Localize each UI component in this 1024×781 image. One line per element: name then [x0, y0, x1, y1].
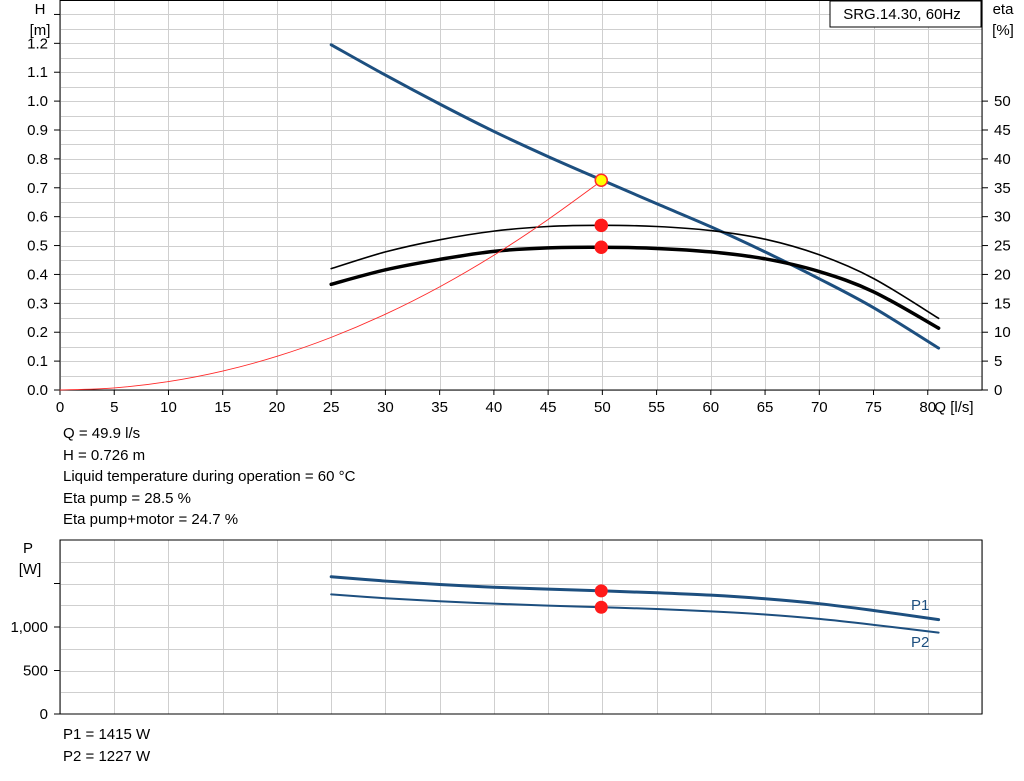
flow-readout: Q = 49.9 l/s [63, 425, 141, 442]
h-tick-label: 1.2 [27, 35, 48, 52]
p-axis-label: P [23, 540, 33, 557]
x-tick-label: 65 [757, 399, 774, 416]
system-curve [59, 179, 603, 391]
x-tick-label: 55 [648, 399, 665, 416]
p2-marker [594, 600, 608, 614]
eta-tick-label: 5 [994, 353, 1002, 370]
eta-pump-marker [594, 218, 609, 233]
h-tick-label: 0.2 [27, 324, 48, 341]
eta-tick-label: 25 [994, 238, 1011, 255]
h-axis-unit: [m] [30, 22, 51, 39]
h-tick-label: 0.6 [27, 209, 48, 226]
head-chart-ticks: 0 5 10 15 20 25 30 35 40 45 50 55 60 65 70 75 800.00.10.… [27, 13, 1011, 416]
q-axis-label: Q [l/s] [934, 399, 973, 416]
h-tick-label: 1.0 [27, 93, 48, 110]
legend-box: SRG.14.30, 60Hz [829, 0, 982, 28]
x-tick-label: 30 [377, 399, 394, 416]
x-tick-label: 5 [110, 399, 118, 416]
head-chart-frame [59, 0, 983, 391]
head-chart-series [59, 43, 941, 391]
eta-tick-label: 0 [994, 382, 1002, 399]
power-chart-grid [60, 540, 983, 714]
x-tick-label: 70 [811, 399, 828, 416]
x-tick-label: 0 [56, 399, 64, 416]
eta-tick-label: 35 [994, 180, 1011, 197]
p1-curve [329, 575, 941, 622]
eta-tick-label: 15 [994, 295, 1011, 312]
power-chart-series [329, 575, 941, 634]
h-tick-label: 0.5 [27, 238, 48, 255]
eta-axis-unit: [%] [992, 22, 1014, 39]
operating-point-info: Q = 49.9 l/s H = 0.726 m Liquid temperat… [63, 423, 355, 531]
eta-axis-label: eta [993, 1, 1015, 18]
h-tick-label: 0.8 [27, 151, 48, 168]
h-axis-label: H [35, 1, 46, 18]
eta-tick-label: 10 [994, 324, 1011, 341]
eta-pump-motor-marker [594, 240, 609, 255]
x-tick-label: 20 [269, 399, 286, 416]
eta-pump-curve [330, 224, 940, 320]
power-chart: 0 500 1,000 P [W] P1 P2 [10, 539, 983, 723]
p2-curve [330, 593, 940, 634]
head-chart-grid [60, 0, 983, 391]
p2-series-label: P2 [911, 634, 929, 651]
head-readout: H = 0.726 m [63, 446, 146, 464]
power-chart-markers [594, 584, 608, 614]
p-axis-unit: [W] [19, 561, 42, 578]
head-curve [329, 43, 941, 350]
p2-readout: P2 = 1227 W [63, 747, 151, 765]
h-tick-label: 1.1 [27, 64, 48, 81]
x-tick-label: 40 [486, 399, 503, 416]
h-tick-label: 0.0 [27, 382, 48, 399]
p1-readout: P1 = 1415 W [63, 726, 151, 743]
p-tick-label: 1,000 [10, 619, 48, 636]
eta-pump-motor-curve [329, 245, 941, 330]
head-efficiency-chart: 0 5 10 15 20 25 30 35 40 45 50 55 60 65 70 75 800.00.10.… [27, 0, 1014, 416]
eta-tick-label: 30 [994, 209, 1011, 226]
p-tick-label: 0 [40, 706, 48, 723]
duty-point-marker [594, 173, 609, 188]
h-tick-label: 0.1 [27, 353, 48, 370]
x-tick-label: 15 [214, 399, 231, 416]
power-chart-ticks: 0 500 1,000 [10, 583, 60, 723]
power-info: P1 = 1415 W P2 = 1227 W [63, 724, 150, 767]
x-tick-label: 45 [540, 399, 557, 416]
eta-tick-label: 50 [994, 93, 1011, 110]
h-tick-label: 0.9 [27, 122, 48, 139]
h-tick-label: 0.3 [27, 295, 48, 312]
x-tick-label: 75 [865, 399, 882, 416]
x-tick-label: 50 [594, 399, 611, 416]
h-tick-label: 0.7 [27, 180, 48, 197]
eta-tick-label: 45 [994, 122, 1011, 139]
eta-tick-label: 40 [994, 151, 1011, 168]
legend-box-label: SRG.14.30, 60Hz [843, 6, 961, 23]
eta-pump-readout: Eta pump = 28.5 % [63, 489, 191, 507]
liquid-temperature-readout: Liquid temperature during operation = 60… [63, 468, 356, 485]
head-chart-markers [594, 173, 609, 255]
p1-marker [594, 584, 608, 598]
x-tick-label: 80 [919, 399, 936, 416]
eta-tick-label: 20 [994, 266, 1011, 283]
x-tick-label: 35 [431, 399, 448, 416]
x-tick-label: 10 [160, 399, 177, 416]
p1-series-label: P1 [911, 597, 929, 614]
x-tick-label: 25 [323, 399, 340, 416]
p-tick-label: 500 [23, 663, 48, 680]
x-tick-label: 60 [702, 399, 719, 416]
h-tick-label: 0.4 [27, 266, 48, 283]
eta-pump-motor-readout: Eta pump+motor = 24.7 % [63, 511, 239, 528]
